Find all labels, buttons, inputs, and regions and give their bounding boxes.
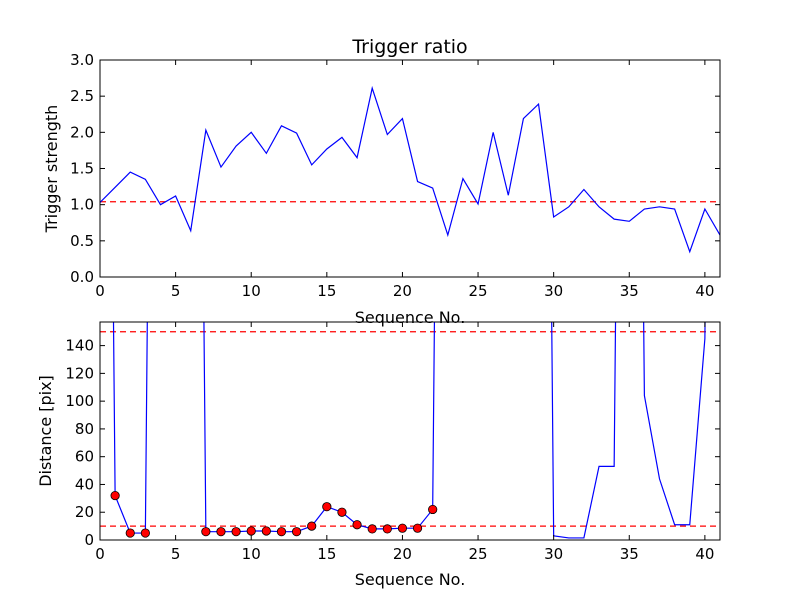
top-x-tick-label-0: 0 xyxy=(95,282,105,300)
top-y-tick-label-0: 0.0 xyxy=(70,268,94,286)
bottom-data-point-7 xyxy=(261,526,271,536)
bottom-y-tick-label-3: 60 xyxy=(75,448,94,466)
bottom-subplot: Distance [pix] Sequence No. 0 5 10 15 20 25 30… xyxy=(36,321,721,589)
top-series-line-0 xyxy=(100,85,720,254)
top-x-tick-label-7: 35 xyxy=(620,282,639,300)
top-x-tick-label-1: 5 xyxy=(171,282,181,300)
top-x-tick-label-8: 40 xyxy=(695,282,714,300)
bottom-x-axis-label: Sequence No. xyxy=(355,570,466,589)
bottom-data-point-8 xyxy=(276,527,287,537)
top-x-tick-label-2: 10 xyxy=(242,282,261,300)
top-y-tick-label-4: 2.0 xyxy=(70,123,94,141)
bottom-data-point-11 xyxy=(322,502,332,512)
top-chart-title: Trigger ratio xyxy=(351,36,467,58)
bottom-x-tick-label-5: 25 xyxy=(469,545,488,563)
bottom-data-point-0 xyxy=(110,490,120,501)
bottom-data-point-9 xyxy=(291,527,302,537)
bottom-x-tick-label-1: 5 xyxy=(171,545,181,563)
bottom-data-point-1 xyxy=(125,528,135,538)
top-x-tick-label-3: 15 xyxy=(317,282,336,300)
bottom-y-tick-label-1: 20 xyxy=(75,503,94,521)
bottom-y-tick-label-6: 120 xyxy=(65,364,94,382)
top-plot-frame xyxy=(99,59,721,278)
top-y-axis-label: Trigger strength xyxy=(42,105,61,234)
bottom-series-line-0 xyxy=(112,322,706,539)
bottom-x-tick-label-3: 15 xyxy=(317,545,336,563)
bottom-y-axis-label: Distance [pix] xyxy=(36,375,55,487)
bottom-data-point-13 xyxy=(352,520,362,530)
top-y-tick-label-1: 0.5 xyxy=(70,232,94,250)
bottom-x-tick-label-6: 30 xyxy=(544,545,563,563)
bottom-data-point-14 xyxy=(367,524,377,534)
bottom-y-tick-label-4: 80 xyxy=(75,420,94,438)
top-x-tick-label-4: 20 xyxy=(393,282,412,300)
bottom-data-point-4 xyxy=(216,527,226,537)
bottom-data-point-10 xyxy=(307,521,317,531)
bottom-plot-frame xyxy=(99,321,721,541)
bottom-x-tick-label-4: 20 xyxy=(393,545,412,563)
bottom-y-tick-label-5: 100 xyxy=(65,392,94,410)
top-x-tick-label-5: 25 xyxy=(469,282,488,300)
bottom-x-tick-label-0: 0 xyxy=(95,545,105,563)
top-y-tick-label-2: 1.0 xyxy=(70,196,94,214)
top-y-tick-label-5: 2.5 xyxy=(70,87,94,105)
bottom-data-point-2 xyxy=(140,528,150,538)
bottom-data-point-3 xyxy=(201,527,211,537)
bottom-data-point-12 xyxy=(337,507,347,517)
bottom-x-tick-label-2: 10 xyxy=(242,545,261,563)
top-x-axis-label: Sequence No. xyxy=(355,308,466,327)
top-y-tick-label-6: 3.0 xyxy=(70,51,94,69)
bottom-y-tick-label-0: 0 xyxy=(84,531,94,549)
top-y-tick-label-3: 1.5 xyxy=(70,160,94,178)
bottom-x-tick-label-7: 35 xyxy=(620,545,639,563)
bottom-data-point-17 xyxy=(412,523,423,533)
bottom-data-point-15 xyxy=(382,524,392,534)
bottom-data-point-5 xyxy=(231,527,241,537)
bottom-data-point-18 xyxy=(428,504,438,515)
bottom-x-tick-label-8: 40 xyxy=(695,545,714,563)
top-x-tick-label-6: 30 xyxy=(544,282,563,300)
top-subplot: Trigger ratio Trigger strength Sequence … xyxy=(42,36,721,327)
bottom-data-point-16 xyxy=(397,523,408,533)
bottom-y-tick-label-7: 140 xyxy=(65,337,94,355)
bottom-data-point-6 xyxy=(246,526,256,536)
bottom-y-tick-label-2: 40 xyxy=(75,475,94,493)
